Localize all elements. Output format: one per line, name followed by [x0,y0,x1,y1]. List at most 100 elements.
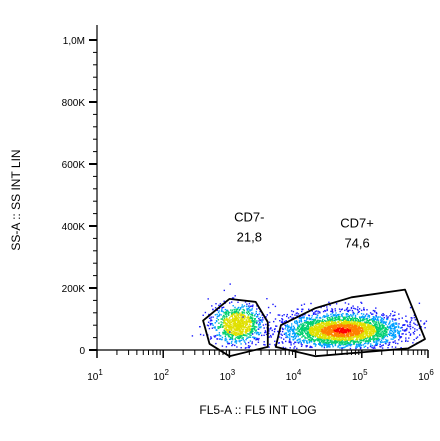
event-dot [237,325,240,328]
event-dot [337,336,339,339]
event-dot [360,332,363,334]
event-dot [346,324,348,326]
event-dot [315,329,317,332]
event-dot [263,341,265,343]
event-dot [342,344,344,346]
event-dot [380,319,382,322]
event-dot [353,323,355,325]
event-dot [321,331,323,333]
event-dot [361,332,364,334]
event-dot [326,306,328,308]
event-dot [344,327,347,329]
event-dot [359,343,362,345]
event-dot [349,343,351,345]
event-dot [383,325,385,327]
event-dot [303,340,305,342]
event-dot [344,324,347,326]
event-dot [334,314,336,316]
gate-cd7-negative[interactable] [202,297,269,358]
event-dot [377,319,380,321]
event-dot [312,327,314,329]
event-dot [386,326,389,328]
event-dot [368,338,371,340]
event-dot [331,334,333,337]
event-dot [375,330,377,333]
event-dot [385,331,387,334]
event-dot [345,334,348,337]
event-dot [227,326,230,328]
event-dot [238,317,241,319]
event-dot [258,317,260,320]
event-dot [306,327,308,330]
event-dot [247,341,250,344]
event-dot [284,328,286,330]
event-dot [348,329,350,331]
event-dot [310,322,312,324]
event-dot [256,316,258,318]
event-dot [318,336,320,338]
event-dot [239,329,241,331]
event-dot [349,339,352,341]
event-dot [343,339,346,341]
event-dot [366,332,368,335]
event-dot [374,317,377,320]
event-dot [323,331,325,334]
event-dot [369,328,371,330]
event-dot [324,341,326,344]
event-dot [301,308,304,311]
event-dot [357,334,359,336]
event-dot [338,332,341,334]
event-dot [291,333,294,335]
event-dot [339,323,341,325]
event-dot [219,338,221,340]
gate-cd7-positive[interactable] [274,288,426,358]
event-dot [354,335,357,337]
event-dot [220,310,223,312]
event-dot [244,315,246,317]
event-dot [396,329,398,331]
event-dot [361,325,363,328]
event-dot [311,319,314,321]
event-dot [322,343,325,345]
event-dot [358,311,360,313]
event-dot [326,321,328,323]
event-dot [356,332,358,335]
event-dot [228,311,230,314]
event-dot [357,326,359,329]
event-dot [319,343,321,345]
event-dot [412,331,415,334]
event-dot [268,332,270,335]
event-dot [241,311,243,313]
event-dot [353,335,355,338]
event-dot [235,334,237,336]
event-dot [323,319,326,322]
event-dot [238,340,240,342]
event-dot [337,345,339,347]
event-dot [326,308,328,310]
event-dot [381,341,383,343]
event-dot [246,309,248,311]
event-dot [305,332,307,334]
event-dot [392,335,394,337]
event-dot [251,305,254,308]
event-dot [368,329,370,331]
event-dot [420,326,422,328]
event-dot [359,318,361,320]
x-tick-label: 103 [220,368,236,383]
event-dot [233,331,235,334]
event-dot [303,341,305,344]
event-dot [214,326,216,328]
event-dot [254,313,256,316]
event-dot [401,317,403,319]
event-dot [359,338,361,340]
event-dot [327,318,329,320]
event-dot [389,327,392,330]
event-dot [335,333,337,336]
event-dot [322,330,325,332]
event-dot [373,337,375,339]
x-tick-label: 102 [153,368,169,383]
event-dot [392,328,395,330]
event-dot [393,314,395,317]
event-dot [416,336,419,338]
event-dot [239,330,241,332]
